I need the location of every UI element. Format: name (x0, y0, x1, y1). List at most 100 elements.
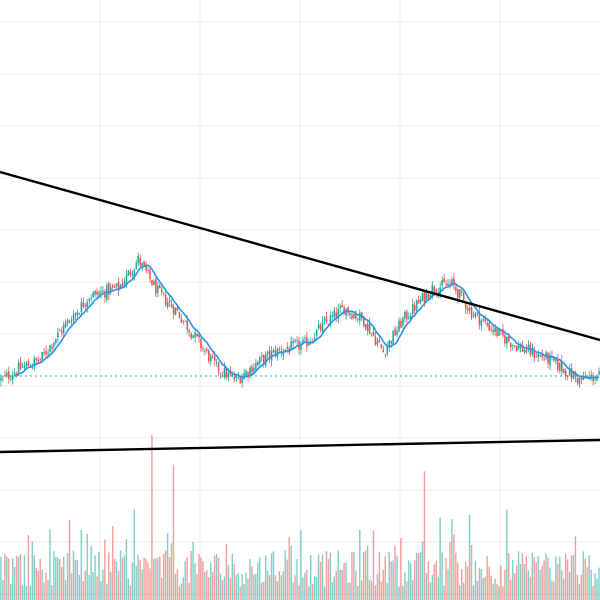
volume-bar (55, 556, 57, 600)
candle-body (531, 347, 534, 355)
candle-body (539, 355, 541, 357)
volume-bar (586, 567, 588, 600)
candle-body (249, 367, 251, 375)
volume-bar (590, 569, 592, 600)
volume-bar (243, 584, 245, 600)
candle-body (282, 352, 285, 356)
candle-body (353, 313, 355, 318)
candle-body (580, 376, 583, 380)
volume-bar (164, 550, 167, 600)
candle-body (549, 354, 551, 366)
volume-bar (470, 544, 473, 600)
volume-bar (555, 556, 557, 600)
volume-bar (529, 576, 532, 600)
candle-body (213, 356, 216, 362)
candle-body (564, 370, 567, 377)
candle-body (311, 340, 314, 342)
volume-bar (396, 556, 398, 600)
volume-bar (321, 554, 324, 600)
volume-bar (233, 564, 235, 600)
volume-bar (247, 578, 249, 600)
volume-bar (380, 581, 383, 600)
volume-bar (500, 565, 502, 600)
candle-body (131, 273, 134, 276)
candle-body (460, 291, 463, 293)
volume-bar (84, 570, 86, 600)
candle-body (210, 355, 212, 362)
volume-bar (296, 559, 298, 600)
candle-body (194, 332, 196, 338)
volume-bar (310, 555, 312, 600)
candle-body (223, 367, 226, 378)
candle-body (31, 365, 34, 369)
candle-body (525, 349, 528, 353)
volume-bar (217, 557, 220, 600)
candle-body (6, 372, 8, 377)
volume-bar (594, 573, 596, 600)
volume-bar (113, 558, 116, 600)
volume-bar (521, 553, 524, 600)
volume-bar (359, 529, 361, 600)
candle-body (104, 291, 106, 298)
volume-bar (115, 561, 118, 600)
volume-bar (545, 553, 547, 600)
volume-bar (525, 555, 528, 600)
volume-bar (553, 581, 555, 600)
volume-bar (66, 552, 69, 600)
volume-bar (184, 560, 186, 600)
candle-body (364, 324, 367, 329)
candle-body (317, 324, 320, 329)
volume-bar (143, 557, 145, 600)
volume-bar (490, 575, 492, 600)
candle-body (466, 307, 469, 311)
volume-bar (270, 553, 273, 600)
candle-body (386, 346, 389, 354)
volume-bar (108, 552, 110, 600)
volume-bar (474, 560, 477, 600)
candle-body (62, 324, 65, 333)
candle-body (523, 349, 526, 353)
volume-bar (221, 580, 224, 600)
candle-body (560, 360, 563, 372)
candle-body (572, 372, 575, 379)
candle-body (200, 339, 202, 349)
volume-bar (257, 562, 259, 600)
volume-bar (482, 578, 485, 600)
candle-body (488, 323, 490, 331)
volume-bar (437, 576, 439, 600)
volume-bar (562, 578, 565, 600)
candle-body (533, 349, 536, 358)
volume-bar (502, 586, 504, 600)
volume-bar (535, 562, 537, 600)
volume-bar (451, 519, 453, 600)
volume-bar (135, 565, 137, 600)
volume-bar (559, 556, 561, 600)
volume-bar (427, 561, 430, 600)
candle-body (100, 291, 102, 294)
candle-body (149, 269, 151, 279)
candle-body (37, 360, 40, 362)
candle-body (406, 311, 408, 320)
volume-bar (388, 552, 390, 600)
candle-body (447, 283, 449, 287)
candle-body (21, 366, 24, 368)
volume-bar (286, 559, 288, 600)
volume-bar (402, 585, 404, 600)
candle-body (217, 362, 220, 372)
volume-bar (413, 560, 416, 600)
candle-body (457, 289, 459, 299)
volume-bar (264, 555, 267, 600)
volume-bar (180, 583, 183, 600)
candle-body (378, 339, 381, 343)
volume-bar (2, 579, 4, 600)
volume-bar (57, 557, 59, 600)
volume-bar (588, 555, 590, 600)
candle-body (427, 294, 430, 299)
volume-bar (435, 560, 437, 600)
candle-body (315, 329, 318, 337)
trendline-lower (0, 438, 600, 454)
volume-bar (386, 582, 388, 600)
volume-bar (462, 582, 465, 600)
candle-body (268, 349, 271, 359)
candle-body (196, 333, 198, 337)
